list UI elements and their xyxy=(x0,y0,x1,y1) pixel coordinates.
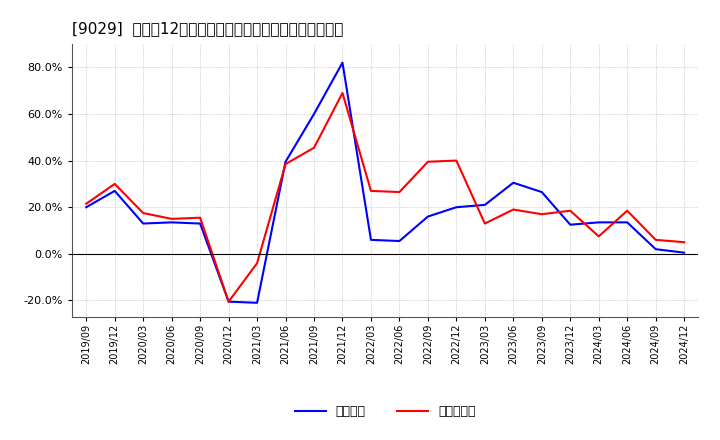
当期純利益 xyxy=(537,212,546,217)
経常利益 xyxy=(623,220,631,225)
経常利益 xyxy=(110,188,119,194)
当期純利益 xyxy=(452,158,461,163)
Legend: 経常利益, 当期純利益: 経常利益, 当期純利益 xyxy=(294,405,476,418)
経常利益 xyxy=(310,111,318,117)
経常利益 xyxy=(338,60,347,65)
経常利益 xyxy=(395,238,404,244)
経常利益 xyxy=(82,205,91,210)
当期純利益 xyxy=(338,90,347,95)
経常利益 xyxy=(423,214,432,219)
当期純利益 xyxy=(139,210,148,216)
当期純利益 xyxy=(366,188,375,194)
Line: 経常利益: 経常利益 xyxy=(86,62,684,303)
当期純利益 xyxy=(253,260,261,266)
当期純利益 xyxy=(623,208,631,213)
当期純利益 xyxy=(423,159,432,165)
当期純利益 xyxy=(310,145,318,150)
当期純利益 xyxy=(480,221,489,226)
経常利益 xyxy=(366,237,375,242)
経常利益 xyxy=(480,202,489,208)
当期純利益 xyxy=(82,201,91,206)
経常利益 xyxy=(139,221,148,226)
当期純利益 xyxy=(652,237,660,242)
当期純利益 xyxy=(509,207,518,212)
当期純利益 xyxy=(395,189,404,194)
経常利益 xyxy=(452,205,461,210)
経常利益 xyxy=(680,250,688,255)
Line: 当期純利益: 当期純利益 xyxy=(86,93,684,302)
経常利益 xyxy=(595,220,603,225)
当期純利益 xyxy=(282,161,290,167)
経常利益 xyxy=(537,189,546,194)
Text: [9029]  利益だ12か月移動合計の対前年同期増減率の推移: [9029] 利益だ12か月移動合計の対前年同期増減率の推移 xyxy=(72,21,343,36)
経常利益 xyxy=(225,299,233,304)
経常利益 xyxy=(566,222,575,227)
当期純利益 xyxy=(110,181,119,187)
経常利益 xyxy=(509,180,518,185)
当期純利益 xyxy=(680,239,688,245)
経常利益 xyxy=(282,159,290,165)
経常利益 xyxy=(652,246,660,252)
経常利益 xyxy=(196,221,204,226)
当期純利益 xyxy=(566,208,575,213)
当期純利益 xyxy=(196,215,204,220)
経常利益 xyxy=(167,220,176,225)
経常利益 xyxy=(253,300,261,305)
当期純利益 xyxy=(167,216,176,221)
当期純利益 xyxy=(225,299,233,304)
当期純利益 xyxy=(595,234,603,239)
